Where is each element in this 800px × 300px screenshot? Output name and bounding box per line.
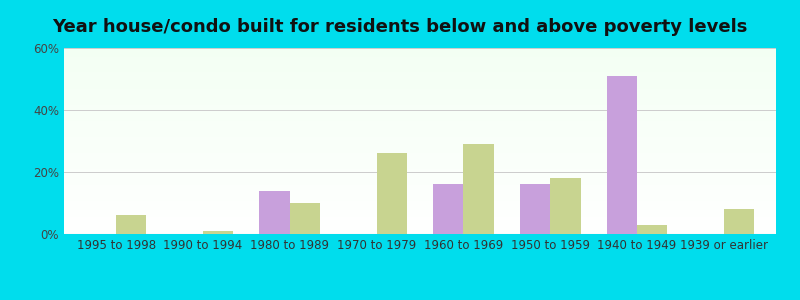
Bar: [259, 190, 290, 234]
Bar: [724, 209, 754, 234]
Bar: [377, 153, 407, 234]
Bar: [550, 178, 581, 234]
Bar: [463, 144, 494, 234]
Bar: [290, 203, 320, 234]
Bar: [433, 184, 463, 234]
Bar: [116, 215, 146, 234]
Text: Year house/condo built for residents below and above poverty levels: Year house/condo built for residents bel…: [52, 18, 748, 36]
Bar: [637, 225, 667, 234]
Bar: [520, 184, 550, 234]
Bar: [606, 76, 637, 234]
Bar: [203, 231, 234, 234]
